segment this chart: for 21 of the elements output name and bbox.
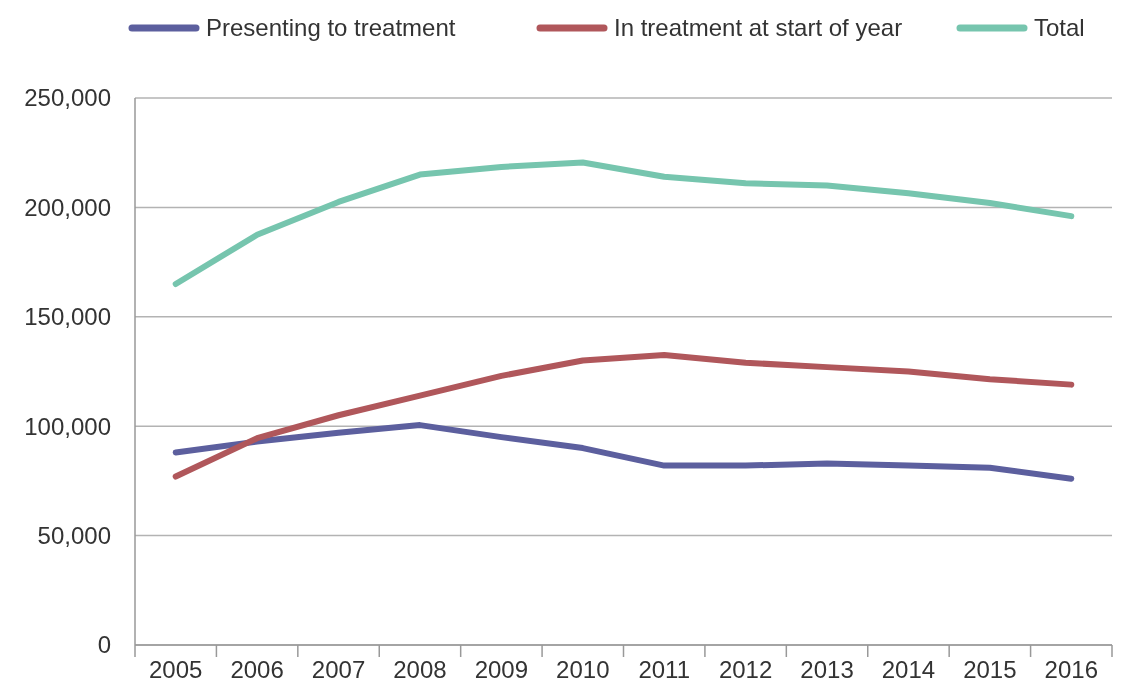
x-tick-label: 2006	[230, 656, 284, 683]
x-tick-label: 2008	[393, 656, 447, 683]
x-tick-label: 2011	[638, 656, 691, 683]
x-tick-label: 2010	[556, 656, 610, 683]
y-tick-label: 200,000	[24, 193, 111, 221]
x-tick-label: 2009	[474, 656, 529, 683]
legend-label: Total	[1034, 14, 1085, 42]
x-tick-label: 2013	[800, 656, 854, 683]
x-tick-label: 2015	[963, 656, 1017, 683]
legend-label: In treatment at start of year	[614, 14, 903, 42]
y-tick-label: 100,000	[24, 412, 111, 440]
x-tick-label: 2016	[1044, 656, 1098, 683]
y-tick-label: 250,000	[24, 84, 111, 112]
x-tick-label: 2007	[311, 656, 366, 683]
x-tick-label: 2005	[149, 656, 203, 683]
y-tick-label: 50,000	[37, 522, 111, 549]
x-tick-label: 2012	[718, 656, 773, 683]
y-tick-label: 0	[97, 631, 111, 659]
y-tick-label: 150,000	[24, 303, 111, 331]
x-tick-label: 2014	[881, 656, 936, 683]
legend-label: Presenting to treatment	[206, 14, 456, 42]
